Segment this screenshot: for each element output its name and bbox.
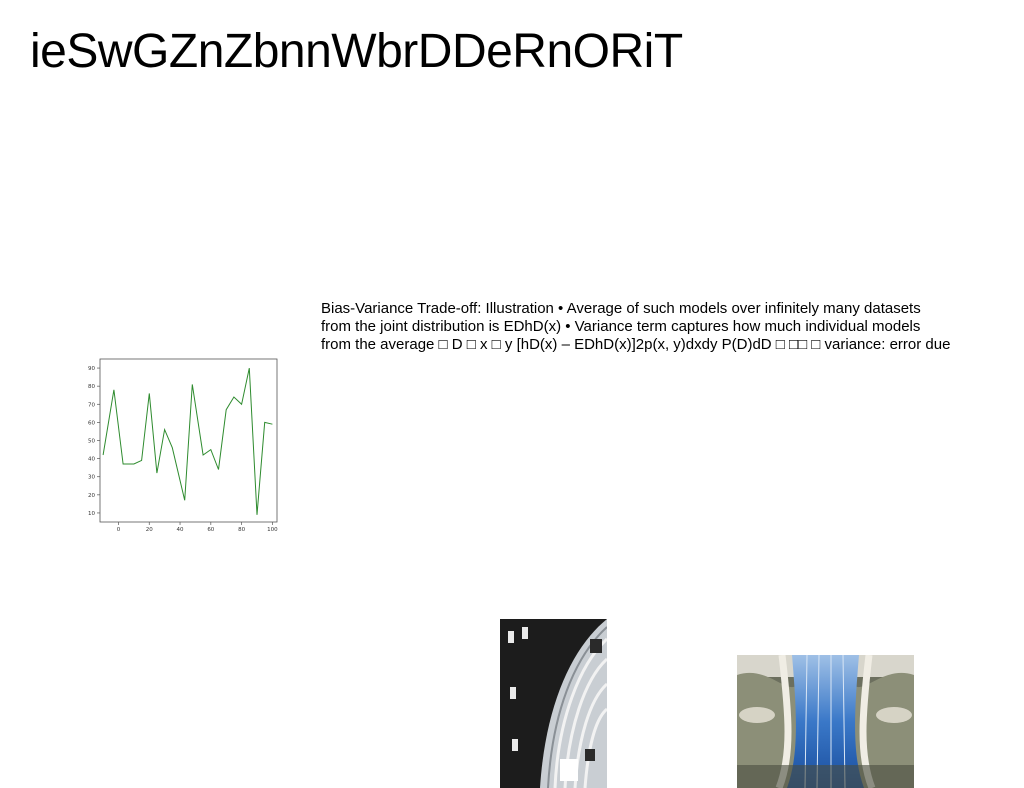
y-tick-label: 20 [88, 493, 95, 499]
x-tick-label: 100 [267, 527, 278, 533]
series-line [102, 367, 273, 515]
y-tick-label: 30 [88, 475, 95, 481]
line-chart-svg: 10 20 30 40 50 60 70 80 90 0 20 40 60 80 100 [88, 358, 278, 533]
x-tick-label: 60 [207, 527, 214, 533]
page-title: ieSwGZnZbnnWbrDDeRnORiT [30, 25, 683, 78]
y-tick-label: 40 [88, 457, 95, 463]
body-line: from the average □ D □ x □ y [hD(x) – ED… [321, 336, 951, 353]
line-chart: 10 20 30 40 50 60 70 80 90 0 20 40 60 80 100 [84, 352, 284, 536]
y-tick-label: 90 [88, 366, 95, 372]
y-tick-label: 10 [88, 511, 95, 517]
x-tick-label: 80 [238, 527, 245, 533]
x-tick-label: 0 [117, 527, 121, 533]
blue-atrium-photo [737, 655, 914, 788]
x-tick-label: 20 [146, 527, 153, 533]
y-tick-label: 50 [88, 439, 95, 445]
y-tick-label: 80 [88, 384, 95, 390]
y-tick-label: 70 [88, 402, 95, 408]
x-tick-label: 40 [177, 527, 184, 533]
body-line: Bias-Variance Trade-off: Illustration • … [321, 300, 921, 317]
y-tick-label: 60 [88, 420, 95, 426]
architecture-detail-photo [500, 619, 607, 788]
body-line: from the joint distribution is EDhD(x) •… [321, 318, 921, 335]
body-text: Bias-Variance Trade-off: Illustration • … [321, 300, 1001, 354]
